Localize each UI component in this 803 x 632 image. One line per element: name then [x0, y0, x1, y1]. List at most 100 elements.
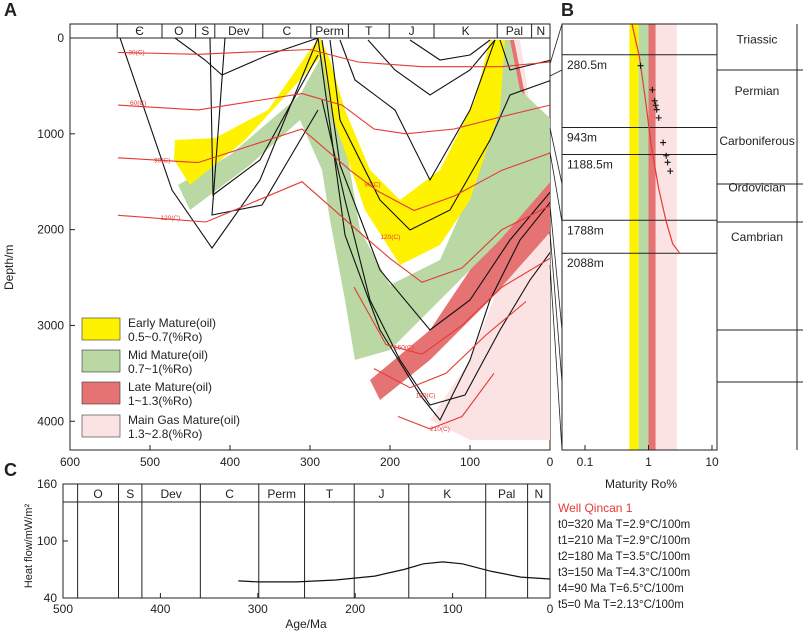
maturity-profile-panel: 280.5m 943m 1188.5m 1788m 2088m 0.1 1 10 Matur…	[561, 23, 719, 491]
depth-tick-label: 4000	[37, 414, 64, 428]
measured-point	[637, 62, 644, 69]
period-label: N	[534, 487, 543, 501]
isotherm-label: 60(C)	[130, 100, 146, 107]
burial-line	[119, 38, 319, 249]
period-label: Dev	[228, 24, 249, 38]
period-label: K	[443, 487, 451, 501]
band-main_gas	[655, 24, 677, 450]
age-tick-label: 0	[547, 602, 554, 616]
legend-name-late: Late Mature(oil)	[128, 380, 212, 394]
isotherm-210	[397, 372, 495, 430]
legend-name-early: Early Mature(oil)	[128, 316, 216, 330]
measured-ro-points	[637, 62, 674, 175]
age-tick-label: 100	[443, 602, 463, 616]
age-tick-label: 400	[220, 455, 240, 469]
well-info: Well Qincan 1 t0=320 Ma T=2.9°C/100m t1=…	[558, 501, 690, 611]
legend-range-late: 1~1.3(%Ro)	[128, 394, 192, 408]
panel-label-b: B	[561, 0, 574, 20]
heat-flow-tick-label: 40	[44, 591, 58, 605]
correlation-line	[549, 204, 563, 331]
isotherm-30	[117, 48, 550, 68]
main-gas-zone	[430, 40, 550, 440]
legend-swatch-mid	[81, 349, 121, 373]
well-gradient-t3: t3=150 Ma T=4.3°C/100m	[558, 567, 690, 579]
depth-tick-label: 2000	[37, 223, 64, 237]
burial-line	[321, 39, 550, 331]
legend-range-early: 0.5~0.7(%Ro)	[128, 330, 202, 344]
boundary-depth-label: 2088m	[567, 256, 604, 270]
well-gradient-t0: t0=320 Ma T=2.9°C/100m	[558, 519, 690, 531]
period-label: T	[365, 24, 373, 38]
correlation-line	[549, 231, 563, 383]
heat-flow-period-bar: O S Dev C Perm T J K Pal N	[63, 484, 550, 598]
correlation-line	[549, 127, 563, 185]
age-tick-label: 300	[300, 455, 320, 469]
burial-line	[409, 39, 491, 61]
early-mature-zone	[174, 38, 505, 265]
age-tick-label: 200	[345, 602, 365, 616]
measured-point	[653, 106, 660, 113]
period-label: S	[201, 24, 209, 38]
burial-line	[339, 39, 496, 182]
depth-axis-title: Depth/m	[2, 245, 16, 290]
burial-history-panel: Є O S Dev C Perm T J K Pal N	[2, 23, 554, 469]
stratum-label: Carboniferous	[719, 134, 794, 148]
depth-tick-label: 0	[57, 31, 64, 45]
period-label: K	[462, 24, 470, 38]
well-gradient-t2: t2=180 Ma T=3.5°C/100m	[558, 551, 690, 563]
isotherm-label: 120(C)	[160, 215, 180, 222]
well-gradient-t5: t5=0 Ma T=2.13°C/100m	[558, 599, 684, 611]
measured-point	[652, 102, 659, 109]
legend-swatch-late	[81, 381, 121, 405]
correlation-line	[549, 69, 563, 77]
period-label: Perm	[315, 24, 344, 38]
isotherm-labels: 30(C) 60(C) 90(C) 120(C) 90(C) 120(C) 150(C) 18…	[128, 49, 449, 433]
band-late	[648, 24, 656, 450]
heat-flow-panel: O S Dev C Perm T J K Pal N 40 100 160 500 400 300 200 10…	[23, 477, 554, 631]
isotherm-label: 210(C)	[430, 426, 450, 433]
legend-swatch-early	[81, 317, 121, 341]
age-tick-label: 600	[60, 455, 80, 469]
age-tick-label: 200	[380, 455, 400, 469]
maturity-axis: 0.1 1 10	[577, 445, 719, 469]
depth-tick-label: 3000	[37, 318, 64, 332]
measured-point	[660, 139, 667, 146]
depth-tick-label: 1000	[37, 127, 64, 141]
correlation-line	[549, 264, 563, 451]
measured-point	[664, 159, 671, 166]
boundary-depth-label: 280.5m	[567, 58, 607, 72]
period-label: Perm	[267, 487, 296, 501]
age-tick-label: 0	[547, 455, 554, 469]
maturity-axis-title: Maturity Ro%	[605, 477, 677, 491]
maturity-bands	[629, 24, 677, 450]
stratum-label: Triassic	[737, 32, 778, 46]
burial-line	[317, 38, 550, 422]
stratum-label: Cambrian	[731, 230, 783, 244]
isotherm-label: 180(C)	[416, 392, 436, 399]
heat-flow-line	[238, 561, 551, 583]
period-label: Dev	[160, 487, 181, 501]
isotherm-180	[373, 301, 527, 389]
burial-line	[321, 99, 550, 406]
age-tick-label: 100	[460, 455, 480, 469]
heat-flow-frame	[62, 483, 551, 599]
period-label: J	[409, 24, 415, 38]
isotherms	[117, 48, 550, 430]
period-label: J	[378, 487, 384, 501]
band-early	[629, 24, 639, 450]
measured-point	[655, 114, 662, 121]
period-label: T	[326, 487, 334, 501]
period-label: C	[225, 487, 234, 501]
measured-point	[649, 86, 656, 93]
correlation-lines	[549, 23, 563, 451]
age-tick-label: 500	[140, 455, 160, 469]
band-mid	[638, 24, 649, 450]
panel-label-c: C	[4, 460, 17, 480]
isotherm-120	[117, 181, 550, 283]
isotherm-label: 90(C)	[364, 182, 380, 189]
age-tick-label: 500	[53, 602, 73, 616]
legend: Early Mature(oil) 0.5~0.7(%Ro) Mid Matur…	[81, 316, 240, 441]
burial-line	[211, 38, 319, 216]
